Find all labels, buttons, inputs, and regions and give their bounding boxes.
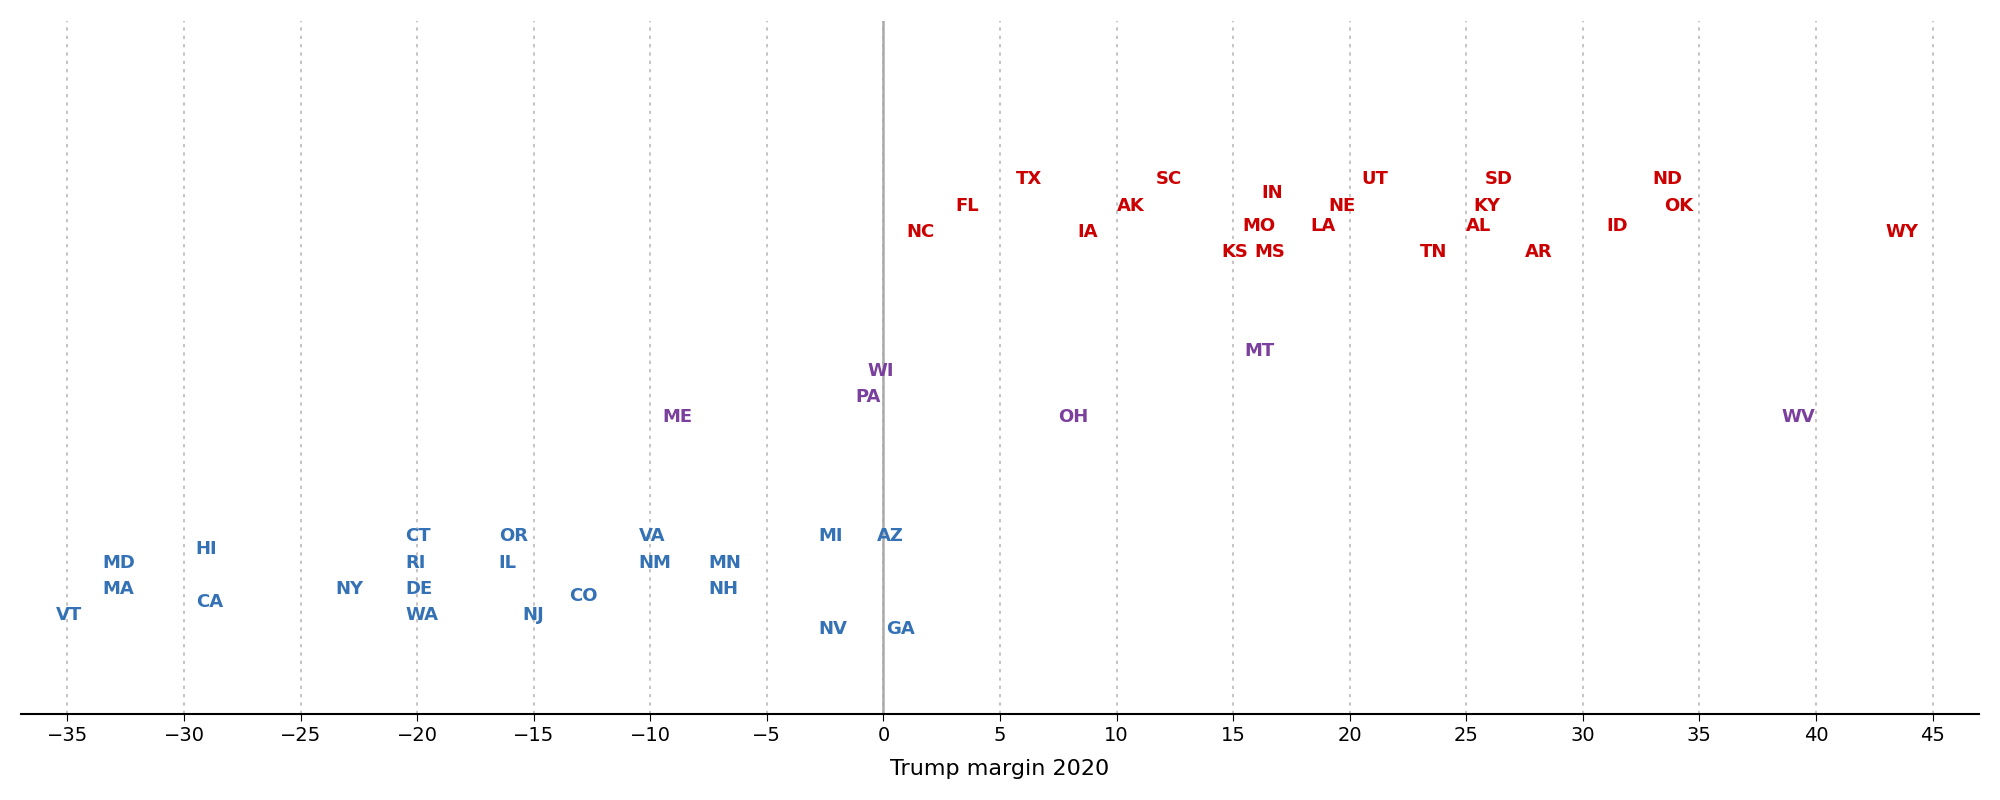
Text: MN: MN <box>708 554 742 571</box>
Text: NJ: NJ <box>522 606 544 624</box>
Text: VA: VA <box>638 527 666 545</box>
Text: RI: RI <box>406 554 426 571</box>
Text: CT: CT <box>406 527 432 545</box>
Text: MI: MI <box>818 527 842 545</box>
Text: MA: MA <box>102 580 134 598</box>
Text: WV: WV <box>1782 408 1814 426</box>
Text: IN: IN <box>1262 183 1282 202</box>
Text: AZ: AZ <box>876 527 904 545</box>
Text: ND: ND <box>1652 170 1682 188</box>
Text: TN: TN <box>1420 243 1448 261</box>
Text: AR: AR <box>1524 243 1552 261</box>
Text: MD: MD <box>102 554 136 571</box>
Text: AK: AK <box>1116 197 1144 215</box>
Text: IA: IA <box>1076 223 1098 242</box>
Text: AL: AL <box>1466 217 1492 234</box>
Text: SC: SC <box>1156 170 1182 188</box>
Text: MT: MT <box>1244 342 1276 360</box>
Text: UT: UT <box>1362 170 1388 188</box>
Text: WI: WI <box>868 362 894 380</box>
Text: CO: CO <box>568 586 598 605</box>
Text: WY: WY <box>1886 223 1918 242</box>
X-axis label: Trump margin 2020: Trump margin 2020 <box>890 759 1110 779</box>
Text: PA: PA <box>856 388 880 406</box>
Text: ME: ME <box>662 408 692 426</box>
Text: LA: LA <box>1310 217 1336 234</box>
Text: NM: NM <box>638 554 672 571</box>
Text: NE: NE <box>1328 197 1356 215</box>
Text: HI: HI <box>196 540 218 558</box>
Text: SD: SD <box>1484 170 1512 188</box>
Text: DE: DE <box>406 580 432 598</box>
Text: CA: CA <box>196 593 222 611</box>
Text: FL: FL <box>956 197 980 215</box>
Text: WA: WA <box>406 606 438 624</box>
Text: TX: TX <box>1016 170 1042 188</box>
Text: MO: MO <box>1242 217 1276 234</box>
Text: KY: KY <box>1474 197 1500 215</box>
Text: KS: KS <box>1222 243 1248 261</box>
Text: NC: NC <box>906 223 934 242</box>
Text: NV: NV <box>818 619 848 638</box>
Text: MS: MS <box>1254 243 1284 261</box>
Text: NH: NH <box>708 580 738 598</box>
Text: ID: ID <box>1606 217 1628 234</box>
Text: NY: NY <box>336 580 364 598</box>
Text: OH: OH <box>1058 408 1088 426</box>
Text: OK: OK <box>1664 197 1694 215</box>
Text: GA: GA <box>886 619 914 638</box>
Text: VT: VT <box>56 606 82 624</box>
Text: OR: OR <box>498 527 528 545</box>
Text: IL: IL <box>498 554 516 571</box>
